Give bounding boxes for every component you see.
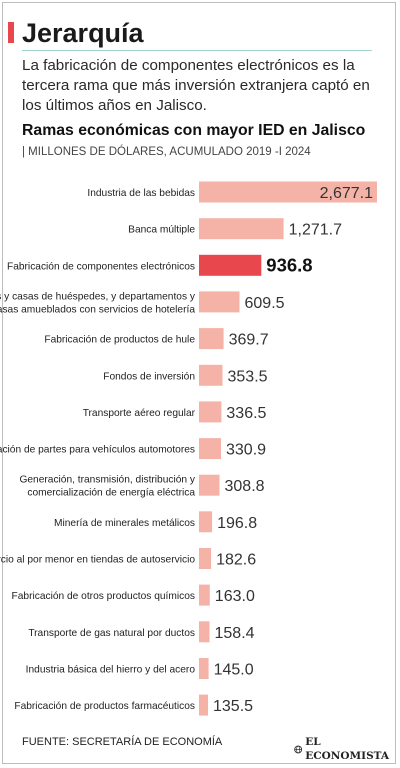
category-label-4: Pensiones y casas de huéspedes, y depart… — [0, 291, 196, 315]
category-label-1: Industria de las bebidas — [87, 188, 195, 199]
bar-9 — [199, 474, 220, 496]
bar-12 — [199, 584, 210, 606]
value-label-15: 135.5 — [213, 698, 253, 715]
category-label-12: Fabricación de otros productos químicos — [12, 591, 195, 602]
publisher-name: EL ECONOMISTA — [305, 736, 390, 762]
section-title: Jerarquía — [22, 18, 144, 48]
value-label-1: 2,677.1 — [320, 185, 373, 202]
publisher-brand: EL ECONOMISTA — [294, 735, 400, 763]
bar-5 — [199, 328, 224, 350]
value-label-4: 609.5 — [245, 295, 285, 312]
value-label-12: 163.0 — [215, 588, 255, 605]
category-label-15: Fabricación de productos farmacéuticos — [14, 701, 195, 712]
category-label-6: Fondos de inversión — [103, 371, 195, 382]
bar-7 — [199, 401, 222, 423]
bar-10 — [199, 511, 213, 533]
title-divider — [22, 50, 372, 51]
category-label-2: Banca múltiple — [128, 225, 195, 236]
value-label-11: 182.6 — [216, 552, 256, 569]
section-accent-bar — [8, 22, 14, 43]
category-label-5: Fabricación de productos de hule — [44, 335, 195, 346]
lead-paragraph: La fabricación de componentes electrónic… — [22, 57, 370, 114]
bar-8 — [199, 438, 221, 460]
value-label-5: 369.7 — [229, 332, 269, 349]
bar-11 — [199, 548, 212, 569]
infographic-frame — [2, 2, 396, 764]
value-label-3: 936.8 — [266, 254, 312, 275]
bar-15 — [199, 694, 208, 716]
bar-3 — [199, 254, 262, 276]
category-label-7: Transporte aéreo regular — [83, 408, 196, 419]
bar-6 — [199, 364, 223, 386]
bar-1 — [199, 181, 377, 203]
chart-title: Ramas económicas con mayor IED en Jalisc… — [22, 122, 366, 139]
value-label-10: 196.8 — [217, 515, 257, 532]
bar-2 — [199, 218, 284, 240]
bar-14 — [199, 658, 209, 679]
value-label-6: 353.5 — [228, 368, 268, 385]
category-label-14: Industria básica del hierro y del acero — [26, 665, 196, 676]
category-label-13: Transporte de gas natural por ductos — [28, 628, 195, 639]
value-label-14: 145.0 — [214, 662, 254, 679]
value-label-13: 158.4 — [215, 625, 255, 642]
value-label-7: 336.5 — [226, 405, 266, 422]
category-label-8: Fabricación de partes para vehículos aut… — [0, 445, 195, 456]
category-label-3: Fabricación de componentes electrónicos — [7, 261, 195, 272]
bar-4 — [199, 291, 240, 313]
source-note: FUENTE: SECRETARÍA DE ECONOMÍA — [22, 736, 223, 748]
bar-13 — [199, 621, 210, 643]
value-label-2: 1,271.7 — [289, 222, 342, 239]
category-label-10: Minería de minerales metálicos — [54, 518, 195, 529]
category-label-11: Comercio al por menor en tiendas de auto… — [0, 555, 195, 566]
value-label-8: 330.9 — [226, 442, 266, 459]
value-label-9: 308.8 — [225, 478, 265, 495]
globe-icon — [294, 745, 303, 753]
chart-subtitle: | MILLONES DE DÓLARES, ACUMULADO 2019 -I… — [22, 146, 311, 158]
